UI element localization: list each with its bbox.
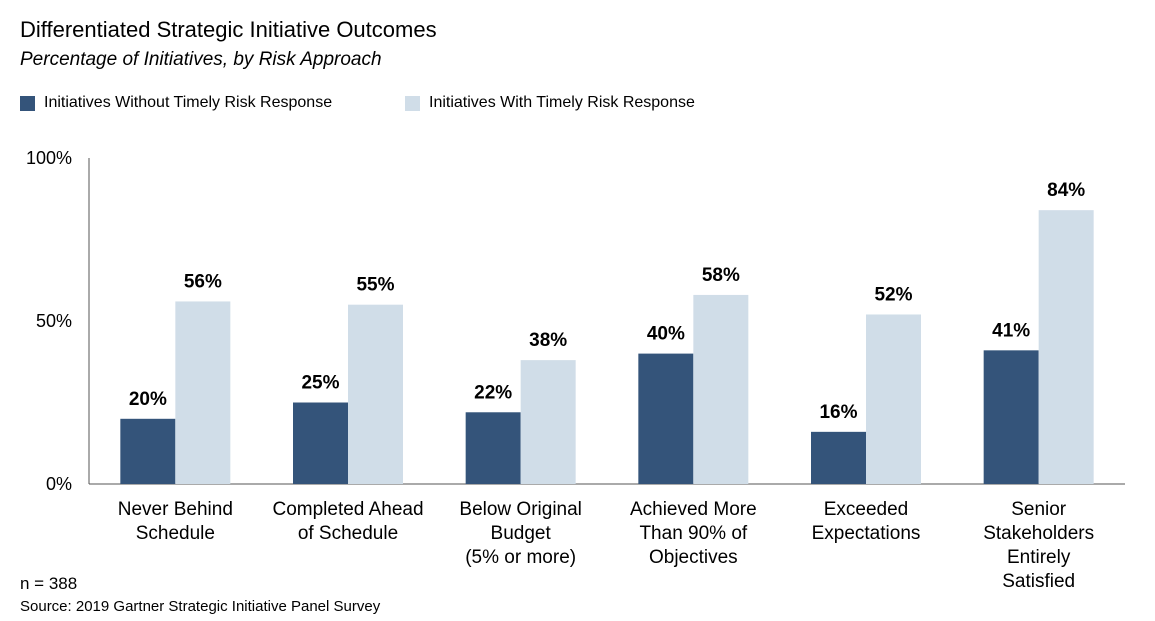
x-category-label: Senior xyxy=(1011,499,1067,520)
bar-without-risk-response xyxy=(811,431,866,484)
y-tick-label: 50% xyxy=(36,311,72,331)
bar-with-risk-response xyxy=(175,301,231,484)
x-category-label: of Schedule xyxy=(298,523,398,544)
x-category-label: Never Behind xyxy=(118,499,233,520)
bar-data-label: 40% xyxy=(647,324,685,345)
bar-with-risk-response xyxy=(1038,210,1094,484)
x-category-label: Expectations xyxy=(812,523,921,544)
x-category-label: Objectives xyxy=(649,547,738,568)
x-category-label: Below Original xyxy=(459,499,582,520)
x-category-label: Schedule xyxy=(136,523,215,544)
x-category-label: Satisfied xyxy=(1002,571,1075,592)
bar-data-label: 55% xyxy=(356,275,394,296)
x-category-label: Achieved More xyxy=(630,499,757,520)
x-category-label: Stakeholders xyxy=(983,523,1094,544)
chart-title: Differentiated Strategic Initiative Outc… xyxy=(20,17,437,42)
legend-swatch-without xyxy=(20,95,35,111)
x-category-label: Exceeded xyxy=(824,499,909,520)
bar-with-risk-response xyxy=(520,360,576,484)
x-category-label: Entirely xyxy=(1007,547,1071,568)
bar-data-label: 84% xyxy=(1047,180,1085,201)
bar-without-risk-response xyxy=(638,353,694,484)
bar-with-risk-response xyxy=(866,314,921,484)
sample-size-note: n = 388 xyxy=(20,574,78,593)
legend-label-with: Initiatives With Timely Risk Response xyxy=(429,94,695,111)
bar-data-label: 56% xyxy=(184,271,222,292)
legend-label-without: Initiatives Without Timely Risk Response xyxy=(44,94,333,111)
bar-data-label: 16% xyxy=(819,402,857,423)
bar-without-risk-response xyxy=(293,402,348,484)
x-category-label: Budget xyxy=(491,523,552,544)
bar-without-risk-response xyxy=(983,350,1039,484)
x-category-label: Than 90% of xyxy=(639,523,747,544)
legend-item-with: Initiatives With Timely Risk Response xyxy=(405,94,695,112)
bar-with-risk-response xyxy=(348,304,403,484)
legend-item-without: Initiatives Without Timely Risk Response xyxy=(20,94,332,112)
bar-data-label: 25% xyxy=(301,373,339,394)
x-category-label: Completed Ahead xyxy=(272,499,423,520)
x-category-label: (5% or more) xyxy=(465,547,576,568)
legend-swatch-with xyxy=(405,95,420,111)
chart-subtitle: Percentage of Initiatives, by Risk Appro… xyxy=(20,49,382,70)
bar-data-label: 20% xyxy=(129,389,167,410)
bar-data-label: 41% xyxy=(992,320,1030,341)
y-tick-label: 100% xyxy=(26,148,72,168)
bar-without-risk-response xyxy=(120,418,176,484)
source-note: Source: 2019 Gartner Strategic Initiativ… xyxy=(20,598,381,615)
bar-data-label: 22% xyxy=(474,382,512,403)
bar-data-label: 58% xyxy=(702,265,740,286)
bar-data-label: 52% xyxy=(874,284,912,305)
bar-without-risk-response xyxy=(465,412,521,484)
bar-with-risk-response xyxy=(693,294,749,484)
y-tick-label: 0% xyxy=(46,474,72,494)
bar-data-label: 38% xyxy=(529,330,567,351)
